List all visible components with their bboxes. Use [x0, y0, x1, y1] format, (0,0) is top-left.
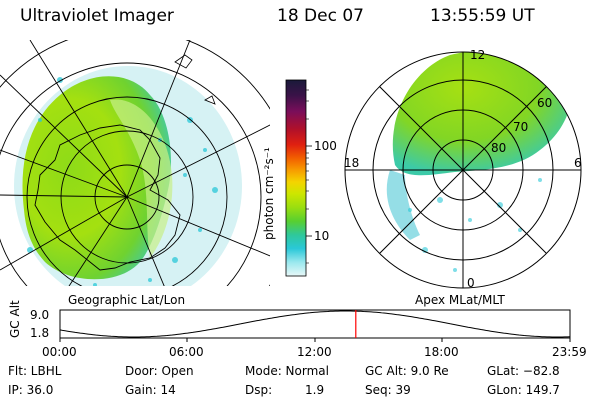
- glon-info: GLon: 149.7: [487, 383, 560, 397]
- timeline-tick-2359: 23:59: [552, 345, 587, 359]
- timeline-tick-1200: 12:00: [297, 345, 332, 359]
- mlat-label-80: 80: [491, 141, 507, 155]
- timeline-tick-0000: 00:00: [42, 345, 77, 359]
- timeline-tick-1800: 18:00: [424, 345, 459, 359]
- seq-info: Seq: 39: [365, 383, 411, 397]
- colorbar-tick-10: 10: [314, 229, 330, 243]
- apex-caption: Apex MLat/MLT: [415, 293, 505, 307]
- colorbar-gradient: [285, 79, 307, 277]
- island-outline: [174, 54, 216, 105]
- mlat-label-60: 60: [537, 96, 553, 110]
- date-label: 18 Dec 07: [277, 6, 364, 26]
- gc-alt-timeline: [59, 309, 571, 342]
- mlt-label-6: 6: [574, 156, 582, 170]
- geographic-map: [0, 40, 270, 286]
- timeline-ylabel: GC Alt: [8, 300, 22, 338]
- aurora-bright-patch: [110, 99, 173, 259]
- geographic-caption: Geographic Lat/Lon: [68, 293, 186, 307]
- mag-boundary: [344, 51, 582, 289]
- mlt-label-0: 0: [467, 276, 475, 290]
- dsp-value: 1.9: [305, 383, 325, 397]
- timeline-tick-0600: 06:00: [169, 345, 204, 359]
- mlt-label-18: 18: [344, 156, 360, 170]
- filter-info: Flt: LBHL: [8, 364, 62, 378]
- dsp-label: Dsp:: [245, 383, 273, 397]
- gain-info: Gain: 14: [125, 383, 176, 397]
- colorbar-unit-label: photon cm⁻²s⁻¹: [262, 147, 276, 240]
- door-info: Door: Open: [125, 364, 194, 378]
- ip-info: IP: 36.0: [8, 383, 54, 397]
- altitude-curve: [59, 310, 571, 338]
- mag-grid: [345, 52, 581, 288]
- instrument-title: Ultraviolet Imager: [20, 6, 174, 26]
- timeline-frame: [59, 309, 571, 339]
- geo-grid: [0, 40, 270, 286]
- mode-info: Mode: Normal: [245, 364, 329, 378]
- colorbar-tick-100: 100: [314, 139, 337, 153]
- timeline-ymax: 9.0: [30, 308, 50, 322]
- colorbar: [285, 79, 312, 277]
- glat-info: GLat: −82.8: [487, 364, 560, 378]
- aurora-tail: [386, 170, 420, 240]
- mlat-mlt-map: [344, 51, 582, 289]
- noise-speckle-right: [408, 178, 542, 272]
- time-label: 13:55:59 UT: [430, 6, 535, 26]
- mlat-label-70: 70: [513, 120, 529, 134]
- mlt-label-12: 12: [470, 48, 486, 62]
- gc-alt-info: GC Alt: 9.0 Re: [365, 364, 449, 378]
- continent-outline: [34, 124, 181, 271]
- timeline-ymin: 1.8: [30, 326, 50, 340]
